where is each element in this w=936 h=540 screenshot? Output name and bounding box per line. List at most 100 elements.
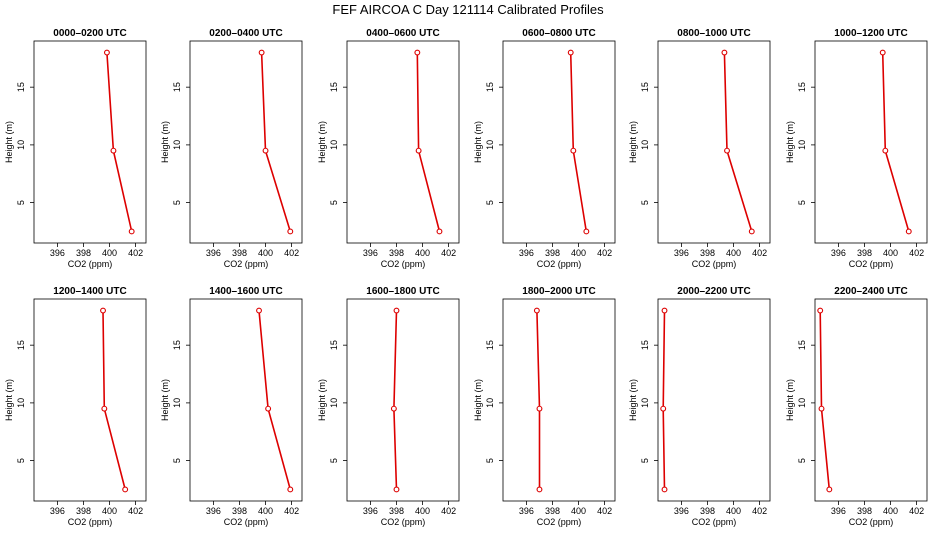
- plot-frame: [346, 40, 460, 244]
- x-tick-label: 400: [258, 248, 273, 258]
- plot-frame: [502, 40, 616, 244]
- x-axis-label: CO2 (ppm): [381, 517, 426, 527]
- x-tick-label: 400: [102, 248, 117, 258]
- x-tick-label: 398: [545, 248, 560, 258]
- y-tick-label: 5: [640, 200, 650, 205]
- x-tick-label: 402: [284, 506, 299, 516]
- x-tick-label: 396: [50, 248, 65, 258]
- y-axis-label: Height (m): [317, 121, 327, 163]
- x-tick-label: 400: [726, 248, 741, 258]
- data-point: [661, 486, 668, 493]
- profile-line: [536, 310, 541, 490]
- x-tick-label: 398: [857, 506, 872, 516]
- x-axis-label: CO2 (ppm): [692, 517, 737, 527]
- x-tick-label: 398: [700, 506, 715, 516]
- y-tick-label: 15: [485, 82, 495, 92]
- x-tick-label: 396: [674, 248, 689, 258]
- x-tick-label: 400: [883, 506, 898, 516]
- data-point: [414, 49, 421, 56]
- data-point: [748, 228, 755, 235]
- x-tick-label: 398: [700, 248, 715, 258]
- x-tick-label: 396: [831, 248, 846, 258]
- panel-10: 1800–2000 UTC 396 398 400 402 5 10 15 CO2 (ppm) H…: [473, 286, 616, 527]
- profile-line: [258, 310, 292, 490]
- x-tick-label: 402: [909, 248, 924, 258]
- x-tick-label: 402: [597, 506, 612, 516]
- y-tick-label: 5: [485, 458, 495, 463]
- panel-title: 1400–1600 UTC: [209, 286, 282, 297]
- y-tick-label: 10: [172, 140, 182, 150]
- x-tick-label: 396: [206, 248, 221, 258]
- y-axis-label: Height (m): [785, 121, 795, 163]
- plot-frame: [502, 298, 616, 502]
- data-point: [436, 228, 443, 235]
- data-point: [661, 307, 668, 314]
- x-tick-label: 398: [389, 248, 404, 258]
- panel-title: 2000–2200 UTC: [677, 286, 750, 297]
- y-axis-label: Height (m): [473, 121, 483, 163]
- y-tick-label: 15: [797, 82, 807, 92]
- panel-title: 0400–0600 UTC: [366, 28, 439, 39]
- profile-line: [723, 52, 753, 232]
- data-point: [724, 147, 730, 154]
- x-tick-label: 400: [258, 506, 273, 516]
- y-tick-label: 10: [16, 140, 26, 150]
- plot-frame: [657, 298, 771, 502]
- y-tick-label: 15: [172, 340, 182, 350]
- y-tick-label: 15: [640, 340, 650, 350]
- x-tick-label: 398: [76, 248, 91, 258]
- y-axis-label: Height (m): [160, 379, 170, 421]
- y-tick-label: 15: [485, 340, 495, 350]
- x-tick-label: 398: [76, 506, 91, 516]
- x-tick-label: 396: [519, 248, 534, 258]
- data-point: [100, 307, 106, 314]
- panel-9: 1600–1800 UTC 396 398 400 402 5 10 15 CO2 (ppm) H…: [317, 286, 460, 527]
- y-tick-label: 10: [485, 140, 495, 150]
- y-tick-label: 10: [485, 398, 495, 408]
- x-tick-label: 400: [571, 506, 586, 516]
- y-axis-label: Height (m): [628, 121, 638, 163]
- x-tick-label: 396: [363, 506, 378, 516]
- x-axis-label: CO2 (ppm): [68, 259, 113, 269]
- y-axis-label: Height (m): [4, 121, 14, 163]
- y-axis-label: Height (m): [473, 379, 483, 421]
- x-tick-label: 402: [441, 248, 456, 258]
- data-point: [265, 405, 272, 412]
- data-point: [415, 147, 422, 154]
- y-tick-label: 5: [172, 200, 182, 205]
- y-tick-label: 10: [640, 398, 650, 408]
- panel-12: 2200–2400 UTC 396 398 400 402 5 10 15 CO2 (ppm) H…: [785, 286, 928, 527]
- x-tick-label: 402: [752, 248, 767, 258]
- data-point: [122, 486, 129, 493]
- panel-title: 0200–0400 UTC: [209, 28, 282, 39]
- plot-frame: [33, 40, 147, 244]
- x-tick-label: 400: [102, 506, 117, 516]
- data-point: [882, 147, 889, 154]
- x-axis-label: CO2 (ppm): [224, 517, 269, 527]
- data-point: [905, 228, 912, 235]
- y-tick-label: 15: [329, 82, 339, 92]
- x-axis-label: CO2 (ppm): [537, 259, 582, 269]
- x-axis-label: CO2 (ppm): [849, 259, 894, 269]
- panel-title: 2200–2400 UTC: [834, 286, 907, 297]
- y-tick-label: 15: [172, 82, 182, 92]
- data-point: [533, 307, 540, 314]
- data-point: [567, 49, 574, 56]
- y-axis-label: Height (m): [628, 379, 638, 421]
- profile-line: [102, 310, 126, 490]
- x-axis-label: CO2 (ppm): [224, 259, 269, 269]
- y-tick-label: 10: [797, 398, 807, 408]
- data-point: [128, 228, 135, 235]
- data-point: [258, 49, 265, 56]
- panel-4: 0600–0800 UTC 396 398 400 402 5 10 15 CO2 (ppm) H…: [473, 28, 616, 269]
- plot-frame: [189, 298, 303, 502]
- data-point: [103, 49, 110, 56]
- y-tick-label: 10: [329, 398, 339, 408]
- x-tick-label: 400: [883, 248, 898, 258]
- y-axis-label: Height (m): [785, 379, 795, 421]
- y-tick-label: 5: [16, 200, 26, 205]
- panel-7: 1200–1400 UTC 396 398 400 402 5 10 15 CO2 (ppm) H…: [4, 286, 147, 527]
- x-tick-label: 398: [389, 506, 404, 516]
